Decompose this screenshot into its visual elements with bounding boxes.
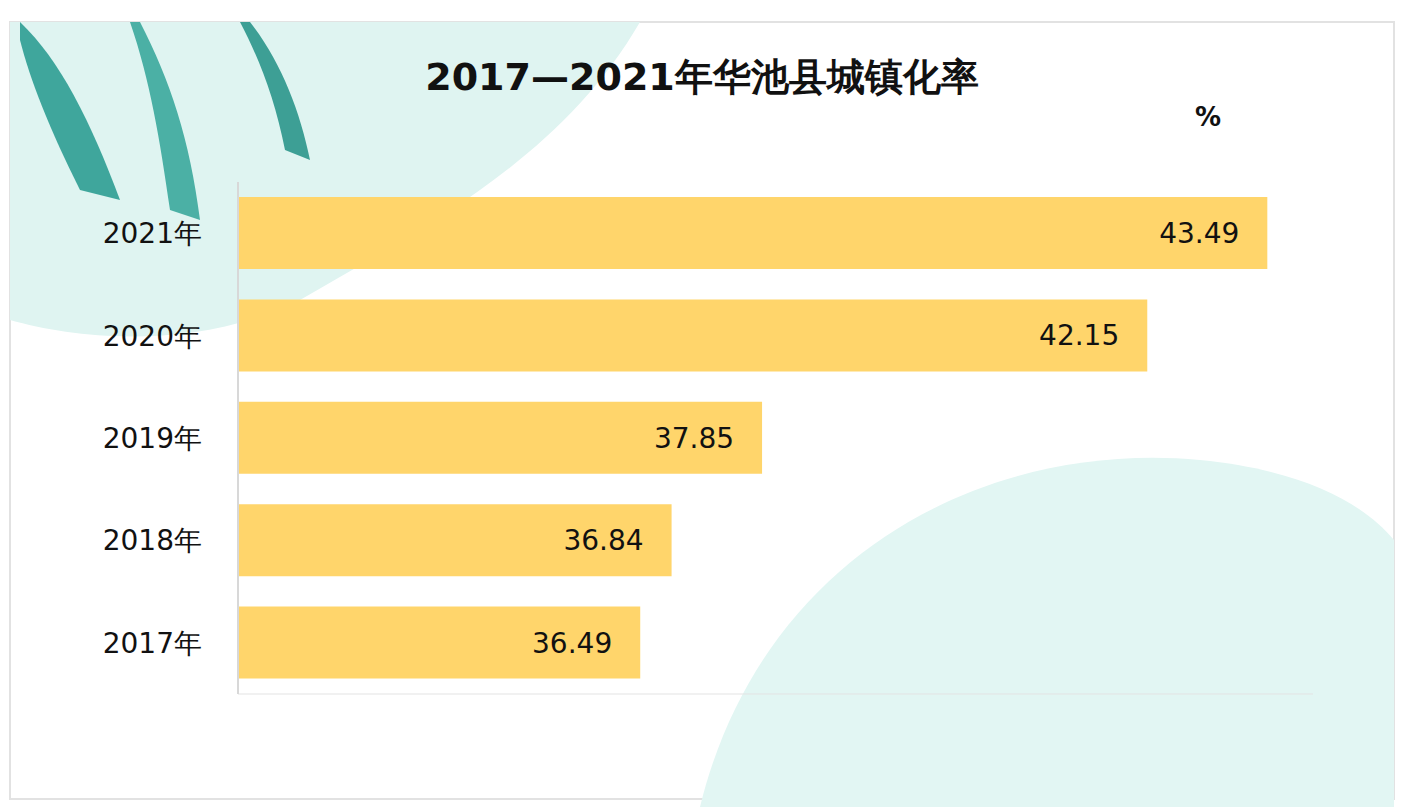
svg-text:37.85: 37.85 [654,422,734,455]
svg-text:2017年: 2017年 [103,627,202,660]
svg-text:36.84: 36.84 [563,524,643,557]
svg-text:2018年: 2018年 [103,524,202,557]
svg-text:2019年: 2019年 [103,422,202,455]
svg-text:2021年: 2021年 [103,217,202,250]
svg-text:42.15: 42.15 [1039,319,1119,352]
svg-text:36.49: 36.49 [532,627,612,660]
svg-text:2020年: 2020年 [103,320,202,353]
html-text:2017—2021年华池县城镇化率: 2017—2021年华池县城镇化率 [425,55,979,99]
svg-text:43.49: 43.49 [1159,217,1239,250]
